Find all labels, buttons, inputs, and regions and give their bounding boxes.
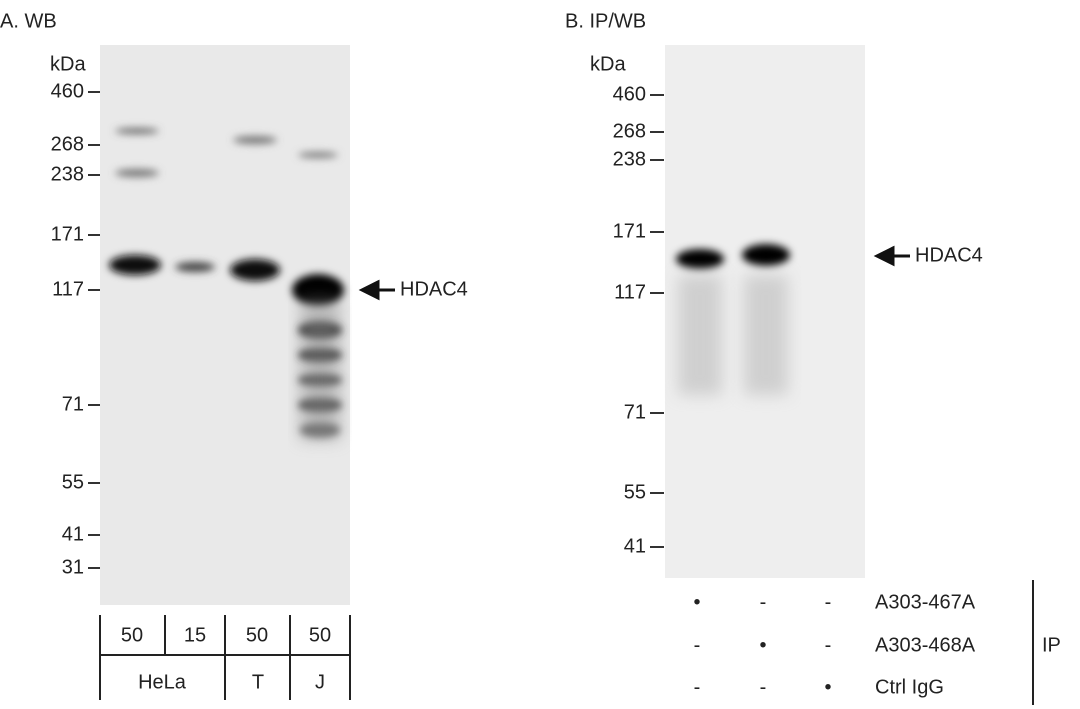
marker-label: 117 bbox=[52, 278, 84, 300]
marker-label: 71 bbox=[62, 393, 84, 415]
ip-mark: • bbox=[824, 676, 831, 698]
marker-label: 55 bbox=[624, 481, 646, 503]
unit-label: kDa bbox=[590, 53, 626, 75]
marker-label: 460 bbox=[51, 80, 84, 102]
ip-mark: - bbox=[760, 591, 767, 613]
bands bbox=[676, 244, 790, 269]
antibody-label: A303-468A bbox=[875, 634, 976, 656]
marker-label: 238 bbox=[51, 163, 84, 185]
antibody-label: Ctrl IgG bbox=[875, 676, 944, 698]
marker-label: 117 bbox=[614, 281, 646, 303]
target-label: HDAC4 bbox=[400, 278, 468, 300]
marker-label: 171 bbox=[613, 220, 646, 242]
marker-label: 171 bbox=[51, 223, 84, 245]
unit-label: kDa bbox=[50, 53, 86, 75]
ip-mark: - bbox=[825, 634, 832, 656]
ip-mark: - bbox=[694, 634, 701, 656]
cell-line: HeLa bbox=[138, 671, 187, 693]
panel-title: B. IP/WB bbox=[565, 10, 646, 32]
ip-mark: - bbox=[760, 676, 767, 698]
ip-mark: - bbox=[694, 676, 701, 698]
ip-mark: • bbox=[759, 634, 766, 656]
lane-load: 50 bbox=[309, 624, 331, 646]
lane-load: 50 bbox=[121, 624, 143, 646]
target-label: HDAC4 bbox=[915, 244, 983, 266]
cell-line: J bbox=[315, 671, 325, 693]
marker-label: 41 bbox=[624, 535, 646, 557]
arrow bbox=[358, 279, 395, 301]
marker-label: 41 bbox=[62, 523, 84, 545]
lane-load: 50 bbox=[246, 624, 268, 646]
marker-label: 268 bbox=[613, 120, 646, 142]
arrow bbox=[873, 245, 910, 267]
ip-mark: • bbox=[693, 591, 700, 613]
marker-label: 238 bbox=[613, 148, 646, 170]
antibody-label: A303-467A bbox=[875, 591, 976, 613]
ip-label: IP bbox=[1042, 634, 1061, 656]
marker-label: 460 bbox=[613, 83, 646, 105]
ip-mark: - bbox=[825, 591, 832, 613]
panel-title: A. WB bbox=[0, 10, 57, 32]
marker-label: 268 bbox=[51, 133, 84, 155]
marker-label: 71 bbox=[624, 401, 646, 423]
marker-label: 31 bbox=[62, 556, 84, 578]
marker-label: 55 bbox=[62, 471, 84, 493]
lane-load: 15 bbox=[184, 624, 206, 646]
cell-line: T bbox=[252, 671, 264, 693]
